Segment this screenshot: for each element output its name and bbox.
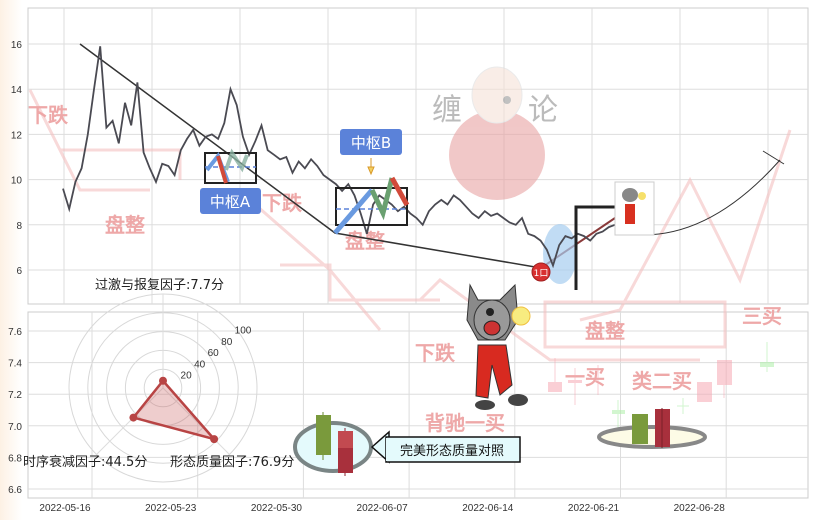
zhongshu-b-text: 中枢B xyxy=(351,134,391,152)
zhongshu-a-label: 中枢A xyxy=(200,188,261,214)
wm-beichi-yimai: 背驰一买 xyxy=(425,411,505,435)
y-tick-label: 7.6 xyxy=(8,327,22,338)
x-tick-label: 2022-06-28 xyxy=(674,503,726,514)
wm-lei-ermai: 类二买 xyxy=(632,369,692,393)
wolf-mascot-icon xyxy=(466,283,531,410)
radar-ring-label: 60 xyxy=(208,348,220,359)
wm-xiadie-2: 下跌 xyxy=(415,341,456,365)
radar-area xyxy=(131,378,218,442)
radar-axis xyxy=(162,387,230,455)
watermark-title-2: 论 xyxy=(528,93,558,128)
y-tick-label: 8 xyxy=(16,221,22,232)
zhongshu-a-text: 中枢A xyxy=(210,193,251,211)
y-tick-label: 16 xyxy=(11,40,23,51)
radar-ring-label: 100 xyxy=(235,326,252,337)
y-tick-label: 14 xyxy=(11,85,23,96)
radar-ring-label: 80 xyxy=(221,337,233,348)
monk-dog-watermark-icon xyxy=(449,66,545,200)
y-tick-label: 7.2 xyxy=(8,390,22,401)
wm-panzheng-3: 盘整 xyxy=(585,319,625,343)
y-tick-label: 6.6 xyxy=(8,485,22,496)
zhongshu-b-box xyxy=(335,187,408,226)
y-tick-label: 12 xyxy=(11,130,23,141)
radar-point xyxy=(210,435,219,444)
x-tick-label: 2022-05-30 xyxy=(251,503,303,514)
radar-label-overreaction: 过激与报复因子:7.7分 xyxy=(95,278,224,293)
wm-panzheng-1: 盘整 xyxy=(105,213,145,237)
small-wolf-mascot-icon xyxy=(614,181,655,236)
callout-text: 完美形态质量对照 xyxy=(400,444,504,459)
y-tick-label: 6 xyxy=(16,266,22,277)
radar-label-time-decay: 时序衰减因子:44.5分 xyxy=(23,454,147,470)
wm-yimai: 一买 xyxy=(565,365,605,389)
perfect-pattern-sample xyxy=(293,412,373,476)
radar-axis xyxy=(96,387,164,455)
y-tick-label: 7.4 xyxy=(8,359,22,370)
buy-point-marker: 1口 xyxy=(531,262,551,282)
bottom-panel-grid: 7.6 7.4 7.2 7.0 6.8 6.6 2022-05-16 2022-05-23 20… xyxy=(8,311,809,514)
radar-ring-label: 40 xyxy=(194,359,206,370)
x-tick-label: 2022-06-21 xyxy=(568,503,620,514)
x-tick-label: 2022-06-14 xyxy=(462,503,514,514)
watermark: 缠 论 下跌 盘整 盘整 下跌 盘整 下跌 背驰一买 一买 类二买 三买 xyxy=(28,66,792,435)
wm-xiadie-1: 下跌 xyxy=(28,103,69,127)
x-tick-label: 2022-05-23 xyxy=(145,503,197,514)
x-tick-label: 2022-06-07 xyxy=(357,503,409,514)
faded-candles xyxy=(548,342,774,430)
projection-end-tick xyxy=(762,150,785,165)
arrow-down-icon xyxy=(367,158,375,176)
target-bracket xyxy=(574,205,615,290)
top-panel-grid: 16 14 12 10 8 6 xyxy=(11,7,809,305)
buy-point-text: 1口 xyxy=(534,269,549,279)
comparison-callout: 完美形态质量对照 xyxy=(370,430,521,464)
radar-point xyxy=(159,376,167,385)
radar-label-pattern-quality: 形态质量因子:76.9分 xyxy=(170,455,294,470)
wm-sanmai: 三买 xyxy=(742,304,782,328)
y-tick-label: 10 xyxy=(11,176,23,187)
left-edge-shade xyxy=(0,0,22,520)
buy-zone-highlight xyxy=(543,224,577,284)
watermark-title-1: 缠 xyxy=(432,93,462,128)
zhongshu-b-label: 中枢B xyxy=(340,129,402,155)
y-tick-label: 6.8 xyxy=(8,453,22,464)
y-tick-label: 7.0 xyxy=(8,422,22,433)
radar-ring-label: 20 xyxy=(181,371,193,382)
radar-point xyxy=(129,413,138,422)
current-pattern-sample xyxy=(597,408,707,449)
x-tick-label: 2022-05-16 xyxy=(39,503,91,514)
